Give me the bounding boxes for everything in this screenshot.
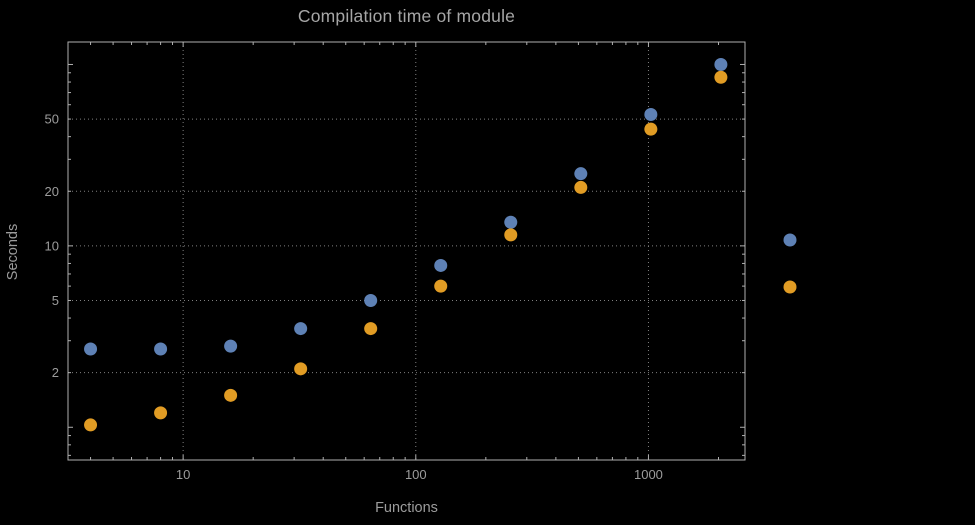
legend-marker-series-2 (783, 280, 797, 294)
data-point-series-1 (644, 107, 658, 121)
data-point-series-2 (294, 362, 308, 376)
y-axis-label: Seconds (5, 223, 21, 281)
data-point-series-1 (154, 342, 168, 356)
y-tick-label: 2 (52, 365, 59, 380)
y-tick-label: 5 (52, 293, 59, 308)
data-point-series-1 (364, 293, 378, 307)
x-axis-label: Functions (375, 500, 438, 516)
data-point-series-1 (504, 215, 518, 229)
x-tick-label: 10 (176, 467, 190, 482)
data-point-series-1 (224, 339, 238, 353)
data-point-series-2 (84, 418, 98, 432)
data-point-series-2 (434, 279, 448, 293)
data-point-series-1 (434, 258, 448, 272)
y-tick-label: 20 (45, 184, 59, 199)
y-tick-label: 10 (45, 238, 59, 253)
data-point-series-2 (364, 322, 378, 336)
data-point-series-1 (294, 322, 308, 336)
data-point-series-2 (574, 180, 588, 194)
data-point-series-1 (84, 342, 98, 356)
x-tick-label: 1000 (634, 467, 663, 482)
x-tick-label: 100 (405, 467, 427, 482)
data-point-series-2 (154, 406, 168, 420)
data-point-series-1 (714, 57, 728, 71)
y-tick-label: 50 (45, 112, 59, 127)
legend-marker-series-1 (783, 233, 797, 247)
data-point-series-2 (224, 388, 238, 402)
data-point-series-2 (504, 228, 518, 242)
data-point-series-2 (714, 70, 728, 84)
data-point-series-2 (644, 122, 658, 136)
data-point-series-1 (574, 167, 588, 181)
chart-title: Compilation time of module (297, 6, 516, 26)
plot-frame (67, 41, 746, 461)
